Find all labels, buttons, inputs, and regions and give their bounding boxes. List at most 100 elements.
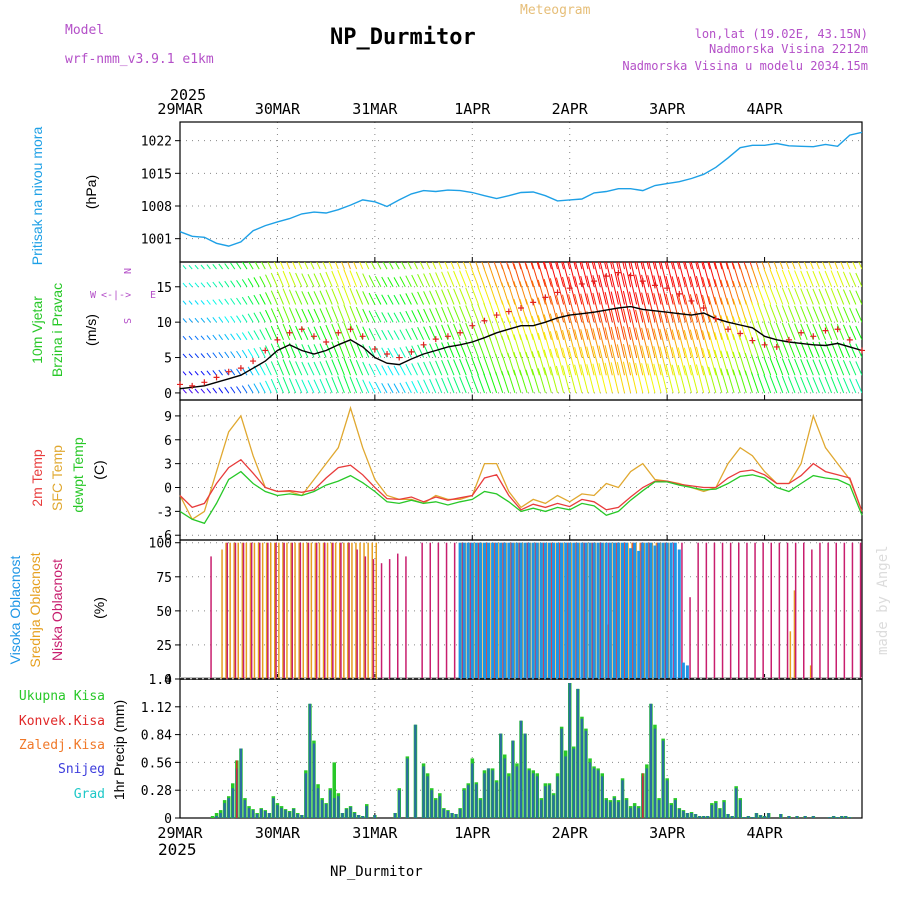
wind-barb (393, 312, 400, 323)
wind-barb (781, 358, 790, 376)
precip-snow-bar (430, 790, 433, 818)
cloud-bar (608, 542, 612, 679)
wind-barb (230, 386, 236, 394)
wind-barb (236, 368, 242, 376)
wind-barb (824, 359, 833, 376)
cloud-bar (786, 542, 789, 679)
wind-barb (537, 297, 546, 323)
wind-barb (531, 280, 540, 305)
wind-barb (635, 362, 644, 394)
temp-ylabel: 2m Temp SFC Temp dewpt Temp (C) (29, 437, 107, 512)
wind-barb (849, 272, 857, 288)
gust-marker (700, 305, 707, 311)
wind-barb (695, 262, 699, 270)
wind-barb (459, 270, 467, 287)
wind-barb (230, 315, 236, 323)
wind-barb (824, 341, 833, 358)
legend-freezing-rain: Zaledj.Kisa (19, 738, 105, 753)
wind-barb (836, 306, 845, 323)
wind-barb (769, 269, 778, 287)
cloud-bar (580, 542, 584, 679)
wind-barb (580, 275, 589, 305)
wind-barb (399, 294, 406, 305)
wind-barb (586, 364, 595, 394)
wind-barb (276, 342, 284, 358)
precip-snow-bar (483, 773, 486, 818)
wind-barb (641, 292, 650, 323)
wind-barb (824, 323, 833, 340)
gust-marker (469, 322, 476, 329)
precip-snow-bar (284, 810, 287, 818)
precip-snow-bar (471, 763, 474, 818)
wind-barb (236, 386, 242, 394)
cloud-bar (600, 542, 604, 679)
compass-w: W (90, 290, 97, 301)
precip-snow-bar (804, 816, 807, 818)
precip-snow-bar (621, 780, 624, 818)
precip-snow-bar (698, 816, 701, 818)
wind-barb (423, 344, 431, 358)
wind-barb (757, 356, 766, 376)
wind-barb (417, 309, 425, 323)
wind-barb (295, 325, 303, 341)
wind-barb (708, 331, 717, 358)
model-name: wrf-nmm_v3.9.1 e1km (65, 52, 214, 67)
wind-barb (773, 262, 778, 270)
wind-barb (292, 262, 297, 270)
wind-barb (647, 310, 656, 340)
cloud-bar (568, 542, 572, 679)
wind-barb (381, 276, 388, 288)
wind-barb (549, 313, 558, 340)
bottom-x-tick-label: 2APR (552, 824, 589, 842)
cloud-bar (625, 542, 628, 679)
wind-barb (453, 377, 461, 394)
cloud-bar (616, 542, 620, 679)
wind-barb (206, 299, 211, 305)
wind-barb (423, 273, 431, 288)
wind-barb (248, 262, 254, 270)
wind-barb (720, 279, 729, 305)
wind-barb (543, 349, 552, 376)
gust-marker (834, 326, 841, 333)
wind-barb (525, 334, 534, 358)
wind-barb (732, 298, 741, 323)
gust-marker (493, 312, 500, 319)
gust-marker (444, 333, 451, 340)
precip-snow-bar (442, 809, 446, 818)
wind-barb (224, 298, 230, 305)
wind-barb (598, 274, 607, 305)
wind-barb (647, 328, 656, 358)
wind-barb (368, 292, 376, 305)
wind-barb (714, 349, 723, 376)
wind-barb (830, 323, 839, 340)
wind-barb (381, 347, 388, 358)
wind-barb (301, 308, 309, 323)
wind-barb (599, 262, 607, 287)
gust-marker (177, 381, 183, 388)
gust-marker (761, 341, 768, 348)
wind-barb (769, 322, 778, 340)
wind-barb (849, 342, 857, 358)
wind-barb (387, 330, 394, 341)
precip-snow-bar (239, 748, 243, 818)
wind-barb (331, 306, 339, 323)
wind-barb (574, 276, 583, 305)
precip-snow-bar (710, 805, 713, 818)
wind-barb (374, 311, 382, 323)
precip-snow-bar (219, 813, 222, 818)
wind-barb (794, 323, 802, 340)
wind-barb (399, 382, 406, 394)
wind-barb (530, 262, 534, 270)
wind-barb (751, 266, 759, 287)
wind-barb (182, 335, 187, 341)
wind-barb (525, 298, 534, 323)
wind-barb (726, 280, 735, 305)
bottom-x-tick-label: 29MAR (157, 824, 203, 842)
wind-barb (757, 320, 766, 340)
wind-barb (286, 262, 291, 270)
wind-barb (513, 369, 522, 394)
wind-barb (477, 374, 485, 394)
wind-barb (405, 293, 412, 305)
wind-barb (630, 262, 638, 287)
precip-total-bar (210, 816, 215, 818)
